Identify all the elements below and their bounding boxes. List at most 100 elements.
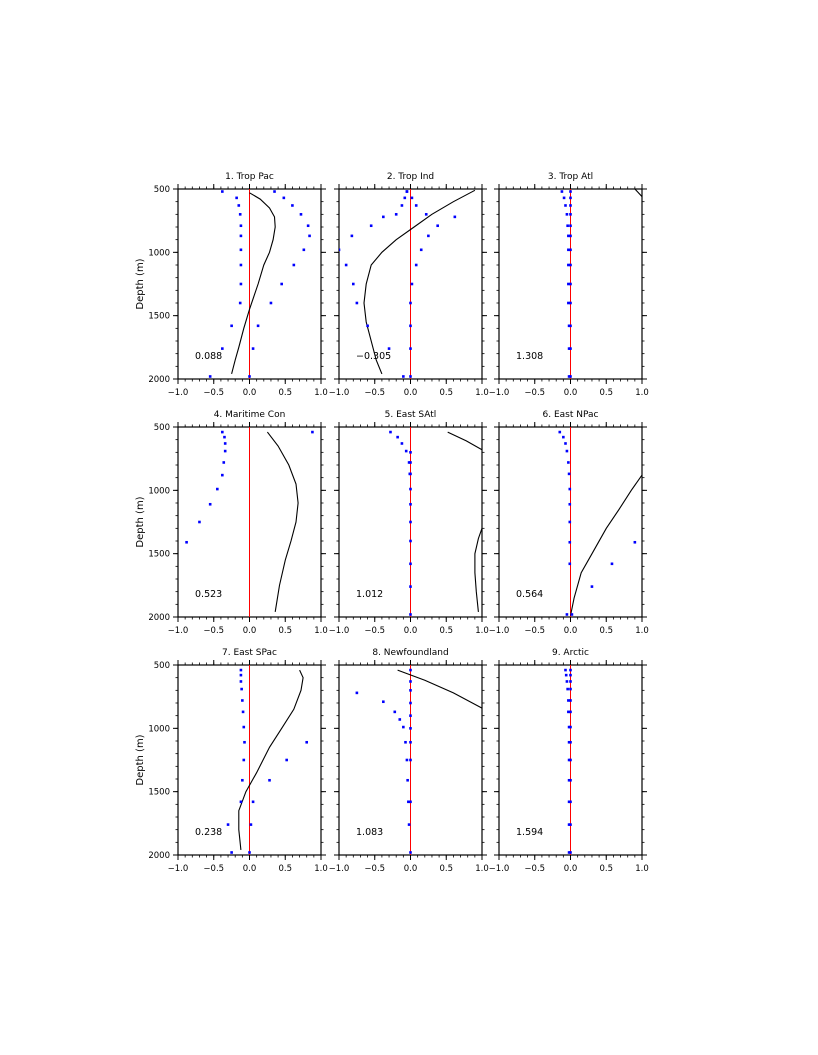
x-tick-label: 0.5: [599, 626, 613, 636]
dot-lower-bound: [567, 740, 571, 744]
dot-upper-bound: [569, 324, 572, 328]
dot-lower-bound: [406, 778, 409, 782]
dot-lower-bound: [407, 461, 411, 464]
dot-upper-bound: [251, 347, 255, 350]
dot-upper-bound: [409, 562, 412, 566]
dot-upper-bound: [409, 451, 412, 454]
x-tick-label: 1.0: [475, 864, 489, 874]
panel-data: [564, 668, 572, 854]
dot-lower-bound: [567, 375, 571, 378]
dot-lower-bound: [560, 190, 564, 193]
dot-lower-bound: [565, 213, 569, 216]
dot-lower-bound: [558, 430, 562, 434]
dot-upper-bound: [569, 263, 572, 267]
dot-lower-bound: [216, 487, 219, 491]
x-tick-label: 0.5: [278, 864, 292, 874]
x-tick-label: 1.0: [475, 388, 489, 398]
panel-3: 3. Trop Atl −1.0 −0.5 0.0 0.5 1.0 1.308: [489, 172, 649, 398]
x-tick-label: 0.0: [243, 388, 257, 398]
x-tick-label: −0.5: [203, 626, 224, 636]
dot-upper-bound: [427, 234, 430, 238]
dot-lower-bound: [405, 758, 409, 762]
dot-upper-bound: [569, 800, 572, 804]
dot-upper-bound: [610, 562, 614, 566]
dot-upper-bound: [409, 461, 412, 464]
panel-2: 2. Trop Ind −1.0 −0.5 0.0 0.5 1.0 −0.305: [329, 172, 489, 398]
dot-lower-bound: [230, 851, 233, 854]
dot-lower-bound: [241, 778, 244, 782]
panel-data: [355, 668, 482, 854]
x-tick-label: 0.0: [404, 388, 418, 398]
dot-upper-bound: [569, 758, 572, 762]
dot-upper-bound: [569, 282, 572, 286]
dot-upper-bound: [268, 778, 271, 782]
dot-lower-bound: [567, 282, 570, 286]
dot-upper-bound: [410, 196, 414, 200]
x-tick-label: 0.0: [243, 626, 257, 636]
dot-upper-bound: [409, 727, 412, 730]
dot-lower-bound: [221, 430, 224, 434]
dot-upper-bound: [409, 740, 412, 744]
dot-upper-bound: [414, 204, 418, 207]
y-axis-label: Depth (m): [135, 496, 146, 547]
dot-lower-bound: [239, 668, 243, 672]
dot-upper-bound: [299, 213, 303, 216]
dot-lower-bound: [389, 430, 392, 434]
dot-upper-bound: [569, 699, 572, 702]
dot-upper-bound: [453, 215, 457, 219]
dot-lower-bound: [562, 435, 565, 439]
profile-line: [569, 474, 642, 616]
x-tick-label: 1.0: [314, 388, 328, 398]
dot-upper-bound: [569, 347, 572, 350]
dot-upper-bound: [409, 324, 412, 328]
x-tick-label: −1.0: [329, 626, 350, 636]
x-tick-label: −0.5: [524, 388, 545, 398]
dot-upper-bound: [569, 375, 572, 378]
dot-lower-bound: [221, 473, 224, 477]
x-tick-label: 0.5: [439, 388, 453, 398]
y-tick-label: 1000: [148, 724, 170, 734]
dot-lower-bound: [239, 224, 243, 228]
dot-lower-bound: [567, 725, 571, 729]
x-tick-label: −1.0: [168, 388, 189, 398]
dot-lower-bound: [226, 823, 230, 826]
dot-upper-bound: [569, 204, 572, 207]
dot-upper-bound: [251, 800, 255, 804]
x-tick-label: −0.5: [203, 388, 224, 398]
dot-upper-bound: [249, 823, 253, 826]
dot-lower-bound: [567, 301, 570, 305]
panel-value-label: 1.012: [356, 589, 383, 600]
y-tick-label: 500: [154, 185, 170, 195]
dot-lower-bound: [242, 725, 246, 729]
panel-value-label: 1.594: [516, 827, 543, 838]
dot-upper-bound: [308, 234, 311, 238]
dot-upper-bound: [306, 224, 310, 228]
dot-lower-bound: [567, 800, 571, 804]
panel-value-label: 1.083: [356, 827, 383, 838]
dot-upper-bound: [305, 740, 308, 744]
dot-lower-bound: [408, 472, 412, 476]
dot-upper-bound: [569, 224, 572, 228]
dot-upper-bound: [569, 668, 572, 672]
dot-upper-bound: [291, 204, 294, 207]
dot-upper-bound: [409, 585, 412, 588]
dot-lower-bound: [567, 263, 570, 267]
dot-lower-bound: [566, 224, 569, 228]
dot-upper-bound: [248, 375, 251, 378]
dot-upper-bound: [569, 301, 572, 305]
profile-line: [231, 192, 276, 375]
dot-upper-bound: [569, 190, 572, 193]
dot-upper-bound: [273, 190, 276, 193]
dot-lower-bound: [387, 347, 391, 350]
y-tick-label: 2000: [148, 613, 170, 623]
dot-lower-bound: [239, 263, 243, 267]
dot-lower-bound: [221, 190, 224, 193]
dot-upper-bound: [409, 800, 412, 804]
x-tick-label: 0.5: [278, 388, 292, 398]
dot-lower-bound: [369, 224, 373, 228]
dot-upper-bound: [410, 282, 414, 286]
panel-1: 1. Trop Pac −1.0 −0.5 0.0 0.5 1.0 500 1000 1500 2…: [135, 172, 328, 398]
x-tick-label: −0.5: [364, 388, 385, 398]
dot-lower-bound: [223, 435, 226, 439]
panel-data: [389, 430, 482, 616]
